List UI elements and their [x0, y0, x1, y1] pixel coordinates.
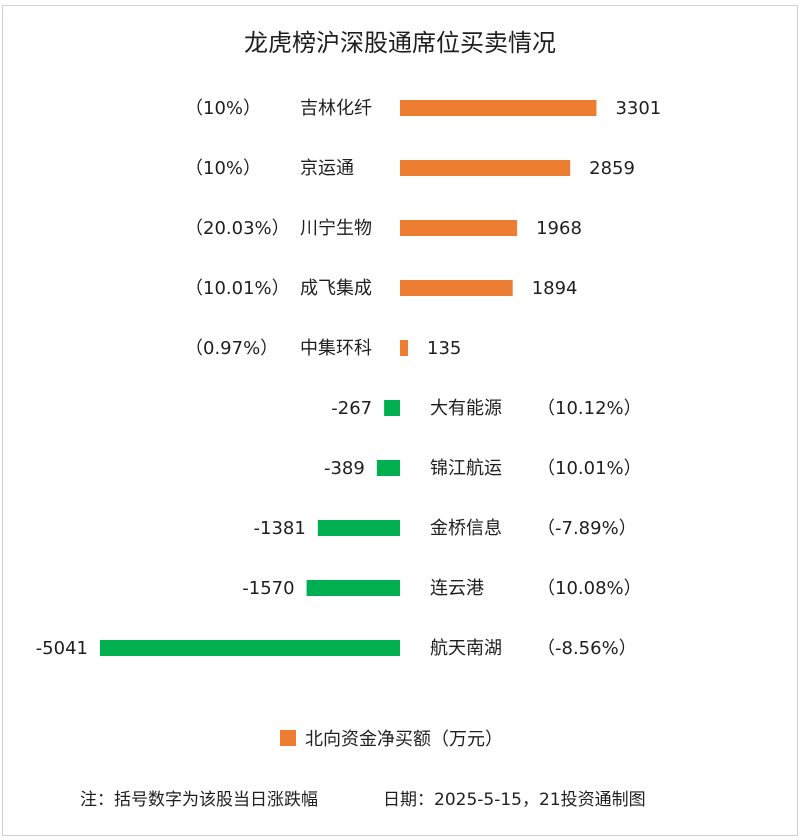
- pct-change-label-4: （10.01%）: [185, 278, 290, 299]
- bar-1: [400, 100, 597, 116]
- bar-7: [376, 460, 400, 476]
- pct-change-label-1: （10%）: [185, 98, 261, 119]
- value-label-6: -267: [331, 398, 372, 419]
- category-label-7: 锦江航运: [430, 458, 502, 479]
- category-label-8: 金桥信息: [430, 518, 502, 539]
- chart-row-5: 135 中集环科 （0.97%）: [185, 338, 461, 359]
- footer-note: 注：括号数字为该股当日涨跌幅: [80, 790, 318, 810]
- pct-change-label-8: （-7.89%）: [537, 518, 637, 539]
- pct-change-label-10: （-8.56%）: [537, 638, 637, 659]
- category-label-2: 京运通: [300, 158, 354, 179]
- pct-change-label-7: （10.01%）: [537, 458, 642, 479]
- bar-9: [306, 580, 400, 596]
- footer-date-credit: 日期：2025-5-15，21投资通制图: [383, 790, 646, 810]
- category-label-5: 中集环科: [300, 338, 372, 359]
- value-label-3: 1968: [536, 218, 582, 239]
- bar-5: [400, 340, 409, 356]
- value-label-5: 135: [427, 338, 461, 359]
- plot-area: 3301 吉林化纤 （10%） 2859 京运通 （10%） 1968 川宁生物 （20.03%…: [36, 98, 662, 659]
- chart-title: 龙虎榜沪深股通席位买卖情况: [244, 29, 556, 57]
- chart-row-3: 1968 川宁生物 （20.03%）: [185, 218, 582, 239]
- value-label-1: 3301: [615, 98, 661, 119]
- pct-change-label-5: （0.97%）: [185, 338, 278, 359]
- bar-8: [317, 520, 400, 536]
- chart-row-6: -267 大有能源 （10.12%）: [331, 398, 641, 419]
- chart-row-2: 2859 京运通 （10%）: [185, 158, 635, 179]
- pct-change-label-2: （10%）: [185, 158, 261, 179]
- category-label-6: 大有能源: [430, 398, 502, 419]
- pct-change-label-9: （10.08%）: [537, 578, 642, 599]
- chart-frame: [2, 5, 798, 836]
- legend-swatch: [280, 730, 296, 746]
- value-label-2: 2859: [589, 158, 635, 179]
- category-label-4: 成飞集成: [300, 278, 372, 299]
- legend: 北向资金净买额（万元）: [280, 729, 503, 750]
- category-label-10: 航天南湖: [430, 638, 502, 659]
- chart-row-10: -5041 航天南湖 （-8.56%）: [36, 638, 637, 659]
- chart-row-4: 1894 成飞集成 （10.01%）: [185, 278, 578, 299]
- category-label-3: 川宁生物: [300, 218, 372, 239]
- category-label-1: 吉林化纤: [300, 98, 372, 119]
- pct-change-label-6: （10.12%）: [537, 398, 642, 419]
- chart-row-8: -1381 金桥信息 （-7.89%）: [254, 518, 637, 539]
- value-label-7: -389: [324, 458, 365, 479]
- bar-6: [384, 400, 400, 416]
- bar-10: [100, 640, 400, 656]
- chart-row-7: -389 锦江航运 （10.01%）: [324, 458, 642, 479]
- bar-4: [400, 280, 513, 296]
- value-label-10: -5041: [36, 638, 88, 659]
- value-label-8: -1381: [254, 518, 306, 539]
- chart-row-9: -1570 连云港 （10.08%）: [242, 578, 641, 599]
- bar-2: [400, 160, 571, 176]
- bar-3: [400, 220, 518, 236]
- value-label-9: -1570: [242, 578, 294, 599]
- value-label-4: 1894: [532, 278, 578, 299]
- chart-row-1: 3301 吉林化纤 （10%）: [185, 98, 661, 119]
- pct-change-label-3: （20.03%）: [185, 218, 290, 239]
- legend-label: 北向资金净买额（万元）: [305, 729, 503, 750]
- category-label-9: 连云港: [430, 578, 484, 599]
